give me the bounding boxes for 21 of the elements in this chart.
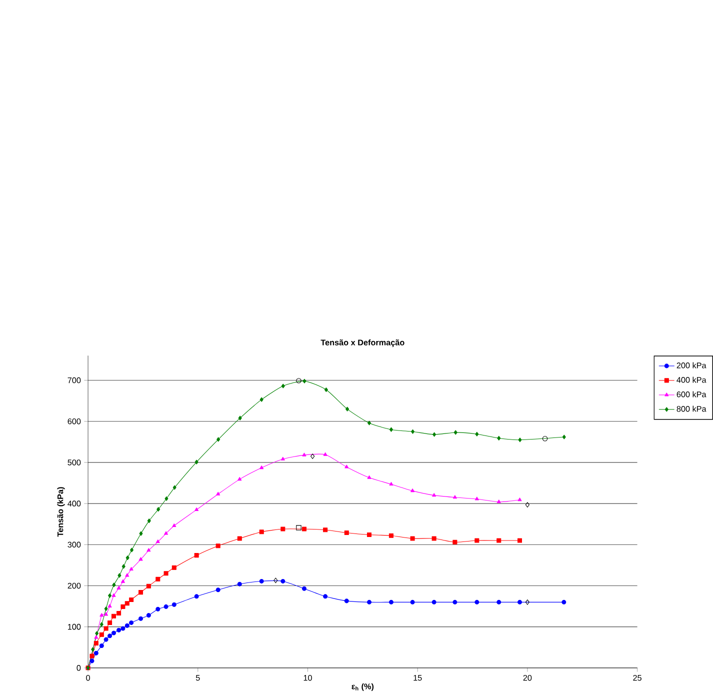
y-tick-label: 400: [68, 500, 81, 506]
y-axis-title: Tensão (kPa): [57, 487, 65, 537]
x-tick-label: 20: [523, 674, 532, 681]
y-tick-label: 200: [68, 582, 81, 589]
x-tick-label: 0: [86, 674, 90, 681]
x-tick-label: 5: [196, 674, 200, 681]
y-tick-label: 0: [76, 665, 81, 671]
y-tick-label: 600: [68, 418, 81, 424]
legend-label: 200 kPa: [676, 362, 706, 368]
y-tick-label: 500: [68, 460, 81, 466]
x-tick-label: 25: [633, 674, 642, 681]
y-tick-label: 300: [68, 542, 81, 548]
legend-label: 600 kPa: [676, 391, 706, 398]
y-tick-label: 100: [68, 624, 81, 630]
x-tick-label: 15: [414, 674, 422, 681]
chart-title: Tensão x Deformação: [320, 339, 404, 348]
x-axis-title: ε$_{h}$ (%): [352, 683, 374, 691]
y-tick-label: 700: [68, 377, 81, 384]
legend-label: 800 kPa: [676, 406, 706, 412]
legend-label: 400 kPa: [676, 376, 706, 383]
x-tick-label: 10: [304, 674, 312, 681]
